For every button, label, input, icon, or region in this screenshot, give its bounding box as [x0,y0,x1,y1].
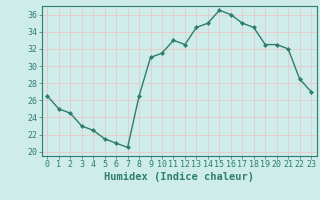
X-axis label: Humidex (Indice chaleur): Humidex (Indice chaleur) [104,172,254,182]
